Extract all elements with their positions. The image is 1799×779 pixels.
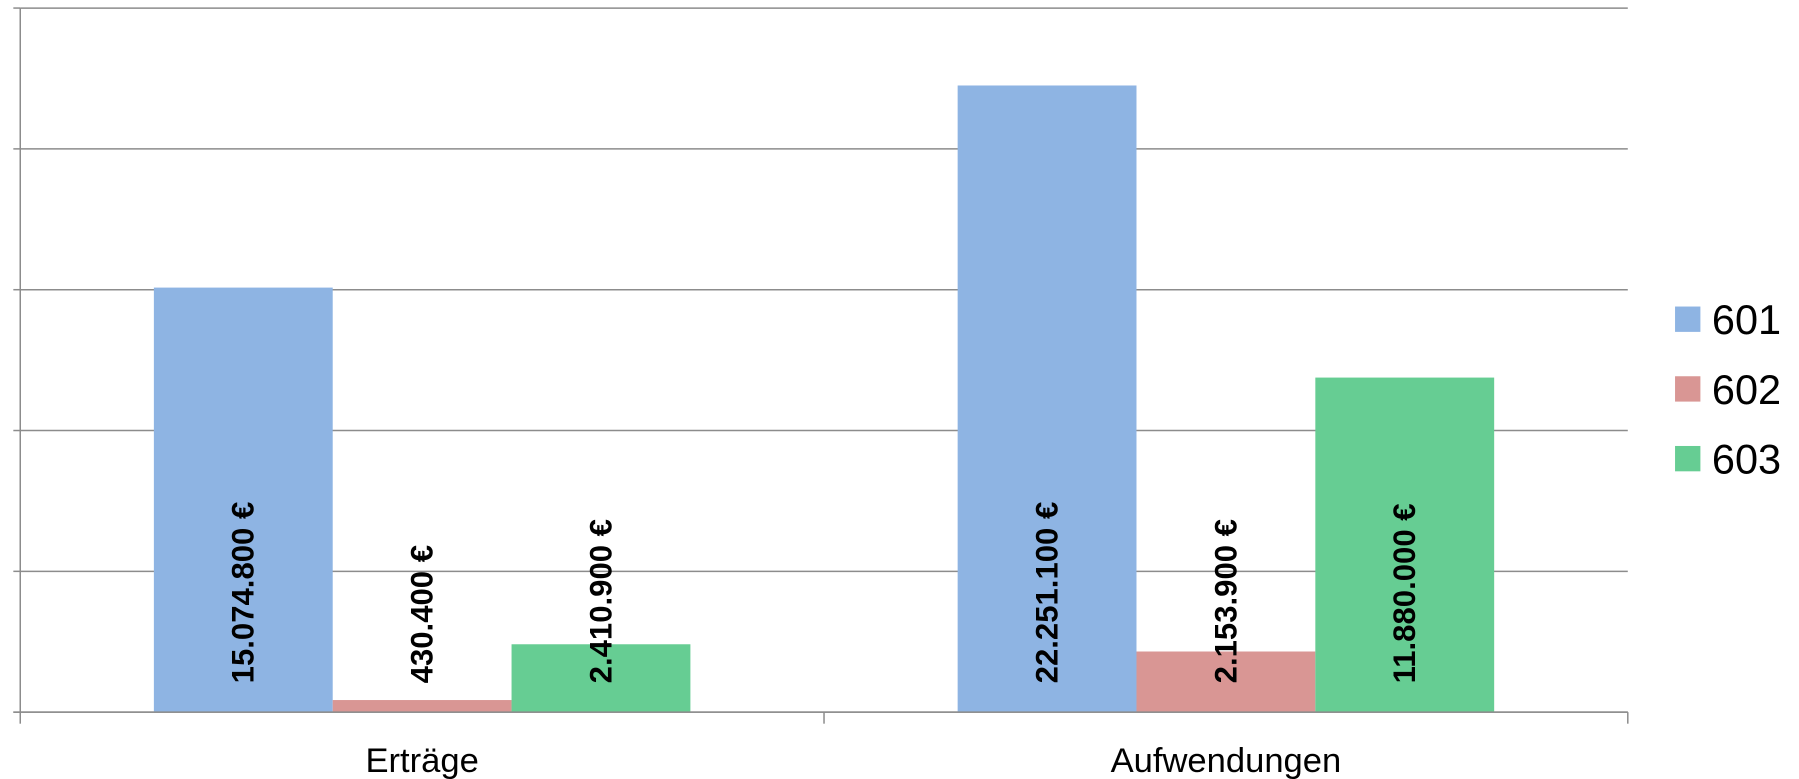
bar xyxy=(332,700,512,713)
legend-label: 603 xyxy=(1712,436,1781,483)
data-label: 2.153.900 € xyxy=(1208,519,1243,683)
bar xyxy=(957,85,1137,713)
data-label: 430.400 € xyxy=(405,545,440,683)
legend-swatch xyxy=(1675,376,1701,402)
bar xyxy=(1315,377,1495,713)
legend-label: 602 xyxy=(1712,366,1781,413)
data-label: 2.410.900 € xyxy=(583,519,618,683)
bar xyxy=(511,644,691,713)
legend-swatch xyxy=(1675,306,1701,332)
x-tick-label: Aufwendungen xyxy=(1111,742,1342,779)
data-label: 22.251.100 € xyxy=(1029,502,1064,684)
x-tick-label: Erträge xyxy=(365,742,478,779)
legend-label: 601 xyxy=(1712,296,1781,343)
data-label: 11.880.000 € xyxy=(1387,503,1422,683)
bar xyxy=(1136,651,1316,713)
legend-swatch xyxy=(1675,445,1701,472)
data-label: 15.074.800 € xyxy=(226,502,261,684)
bar xyxy=(153,287,333,713)
